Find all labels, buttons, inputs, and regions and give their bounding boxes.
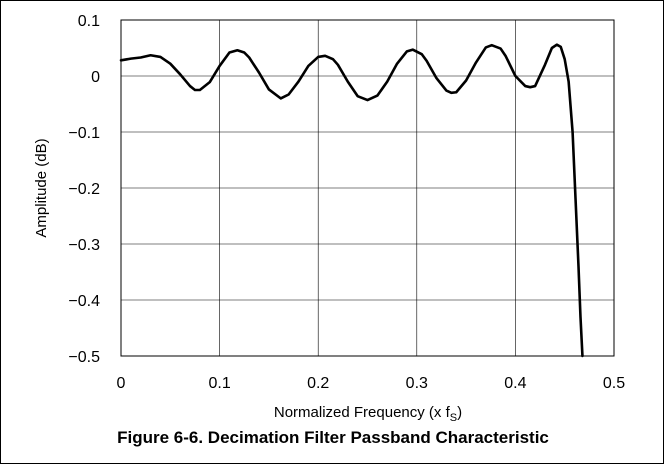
- x-axis-title: Normalized Frequency (x fS): [274, 404, 462, 424]
- x-tick-label: 0.4: [504, 375, 526, 392]
- x-tick-label: 0: [117, 375, 126, 392]
- y-tick-label: 0.1: [78, 13, 100, 30]
- figure-caption: Figure 6-6. Decimation Filter Passband C…: [117, 428, 549, 447]
- series-layer: [119, 43, 584, 358]
- x-axis-title-subscript: S: [450, 412, 457, 424]
- x-axis: 0 0.1 0.2 0.3 0.4 0.5: [117, 375, 626, 392]
- y-axis: 0.1 0 −0.1 −0.2 −0.3 −0.4 −0.5: [68, 13, 100, 366]
- series-line-0: [119, 43, 584, 358]
- y-tick-label: −0.1: [68, 125, 100, 142]
- x-axis-title-main: Normalized Frequency (x f: [274, 404, 451, 421]
- y-tick-label: −0.4: [68, 293, 100, 310]
- y-axis-title: Amplitude (dB): [33, 138, 50, 237]
- y-tick-label: 0: [91, 69, 100, 86]
- y-tick-label: −0.3: [68, 237, 100, 254]
- x-tick-label: 0.1: [208, 375, 230, 392]
- plot-border: [120, 19, 615, 357]
- x-tick-label: 0.3: [406, 375, 428, 392]
- x-tick-label: 0.5: [603, 375, 625, 392]
- x-tick-label: 0.2: [307, 375, 329, 392]
- x-axis-title-suffix: ): [457, 404, 462, 421]
- y-tick-label: −0.5: [68, 349, 100, 366]
- y-tick-label: −0.2: [68, 181, 100, 198]
